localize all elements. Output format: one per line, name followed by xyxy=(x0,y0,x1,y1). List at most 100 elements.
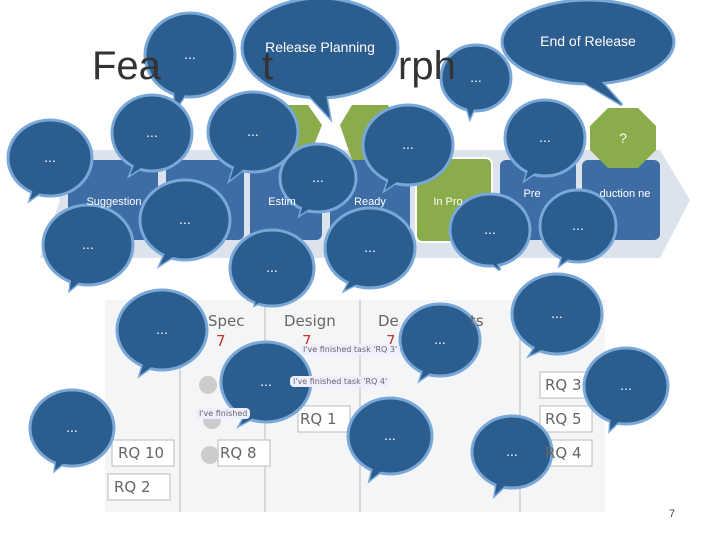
bubble-text: ... xyxy=(506,443,518,460)
bubble-shape xyxy=(470,414,554,490)
bubble-text: ... xyxy=(402,136,414,153)
bubble-shape xyxy=(278,142,358,214)
bubble-shape xyxy=(323,206,417,290)
bubble-shape xyxy=(110,93,194,173)
column-label: Suggestion xyxy=(86,196,142,208)
board-count: 7 xyxy=(216,332,226,350)
bubble-shape xyxy=(503,98,587,178)
bubble-text: ... xyxy=(364,239,376,256)
bubble-shape xyxy=(140,354,165,375)
sticky-note: RQ 5 xyxy=(545,410,582,428)
bubble-shape xyxy=(495,473,514,495)
board-count: 7 xyxy=(386,332,396,350)
bubble-shape xyxy=(41,203,135,287)
bubble-text: Release Planning xyxy=(265,39,375,56)
sticky-note: RQ 2 xyxy=(114,478,151,496)
bubble-shape xyxy=(130,155,154,175)
title-fragment: rph xyxy=(398,44,456,88)
sticky-note: RQ 1 xyxy=(300,410,337,428)
sticky-note: RQ 10 xyxy=(118,444,165,462)
bubble-text: ... xyxy=(384,427,396,444)
column-label: Pre xyxy=(523,188,541,200)
bubble-text: ... xyxy=(266,259,278,276)
bubble-shape xyxy=(30,180,53,200)
bubble-text: ... xyxy=(620,377,632,394)
top-marker: ? xyxy=(619,130,627,146)
sticky-note: RQ 4 xyxy=(545,444,582,462)
bubble-shape xyxy=(55,450,75,470)
bubble-shape xyxy=(370,458,393,480)
column-label: Estim xyxy=(268,196,296,208)
board-header: Spec xyxy=(208,312,245,330)
bubble-shape xyxy=(385,169,411,190)
bubble-shape xyxy=(463,97,478,118)
bubble-text: ... xyxy=(572,217,584,234)
bubble-shape xyxy=(6,118,94,198)
sticky-note: RQ 3 xyxy=(545,376,582,394)
column-label: Ready xyxy=(354,196,386,208)
bubble-text: ... xyxy=(551,305,563,322)
sticky-note: RQ 8 xyxy=(220,444,257,462)
bubble-shape xyxy=(292,78,330,118)
bubble-text: ... xyxy=(434,331,446,348)
bubbles xyxy=(6,0,676,499)
bubble-shape xyxy=(610,408,629,430)
bubble-shape xyxy=(115,288,209,372)
column-label: In Pro xyxy=(433,196,463,208)
bubble-shape xyxy=(143,11,237,99)
bubble-shape xyxy=(174,80,193,110)
bubble-shape xyxy=(255,290,275,305)
bubble-shape xyxy=(439,43,513,113)
bubble-shape xyxy=(228,228,316,308)
bubble-shape xyxy=(230,156,256,180)
board-header: Design xyxy=(284,312,336,330)
bubble-shape xyxy=(420,361,442,380)
bubble-shape xyxy=(206,90,300,174)
board-header: De xyxy=(378,312,399,330)
bubble-shape xyxy=(345,272,373,290)
bubble-shape xyxy=(70,269,91,290)
bubble-text: ... xyxy=(260,373,272,390)
bubble-shape xyxy=(300,198,320,215)
chat-message: I've finished xyxy=(196,408,251,419)
bubble-text: ... xyxy=(539,129,551,146)
bubble-shape xyxy=(361,103,455,187)
bubble-text: ... xyxy=(146,124,158,141)
bubble-text: ... xyxy=(247,123,259,140)
bubble-shape xyxy=(398,302,482,378)
bubble-shape xyxy=(160,244,188,265)
bubble-text: ... xyxy=(184,46,196,63)
bubble-text: ... xyxy=(312,169,324,186)
bubble-shape xyxy=(538,188,618,264)
bubble-text: ... xyxy=(470,69,482,86)
bubble-text: ... xyxy=(66,419,78,436)
chat-message: I've finished task 'RQ 4' xyxy=(290,376,391,387)
column-label: duction ne xyxy=(599,188,651,200)
bubble-shape xyxy=(476,251,500,270)
bubble-text: ... xyxy=(82,236,94,253)
bubble-text: ... xyxy=(484,221,496,238)
chat-message: I've finished task 'RQ 3' xyxy=(300,344,401,355)
bubble-text: ... xyxy=(44,149,56,166)
title-fragment: Fea xyxy=(92,44,161,88)
bubble-text: ... xyxy=(179,211,191,228)
bubble-shape xyxy=(448,192,532,268)
bubble-shape xyxy=(240,406,269,425)
bubble-shape xyxy=(530,338,560,355)
title-fragment: t xyxy=(262,44,274,88)
bubble-shape xyxy=(560,247,580,265)
bubble-shape xyxy=(510,272,604,356)
bubble-shape xyxy=(582,346,670,426)
board-count: 7 xyxy=(302,332,312,350)
bubble-shape xyxy=(28,388,116,468)
bubble-text: End of Release xyxy=(540,33,636,50)
bubble-shape xyxy=(138,178,232,262)
bubble-text: ... xyxy=(156,321,168,338)
bubble-shape xyxy=(525,160,547,180)
bubble-shape xyxy=(557,67,622,105)
bubble-shape xyxy=(346,396,434,476)
page-number: 7 xyxy=(668,508,676,520)
board-header: ts xyxy=(470,312,484,330)
